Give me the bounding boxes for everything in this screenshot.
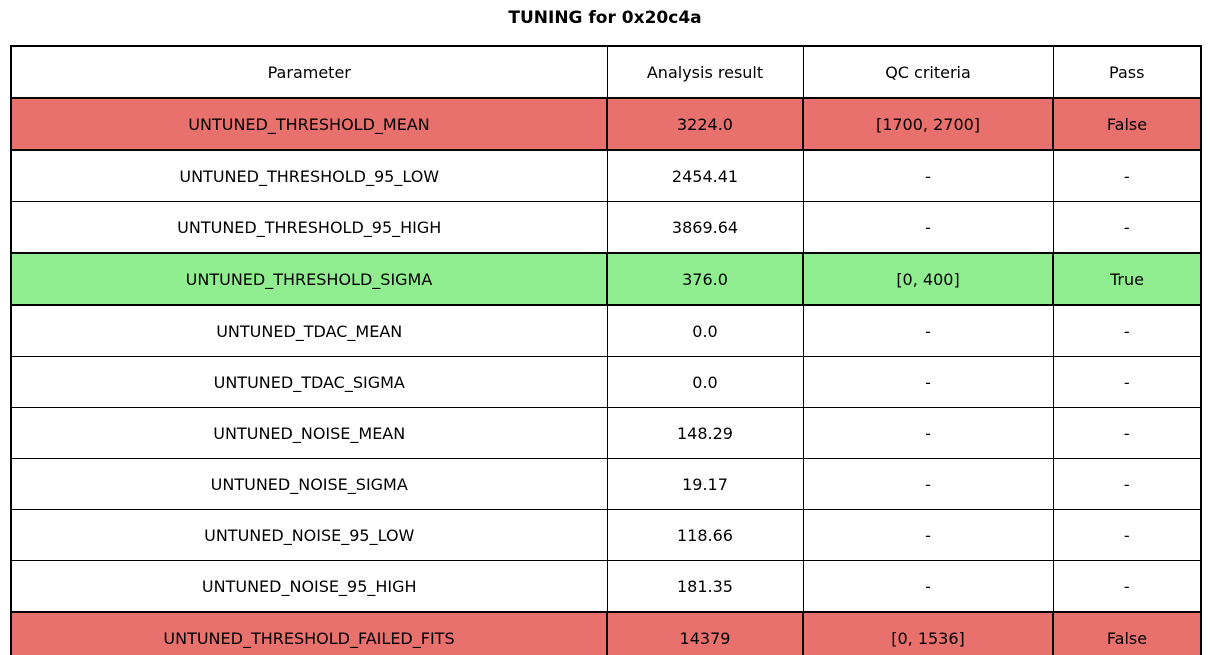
column-header-pass: Pass	[1052, 45, 1202, 99]
cell-qc-criteria: -	[802, 356, 1054, 408]
cell-parameter: UNTUNED_NOISE_95_LOW	[10, 509, 608, 561]
cell-pass: -	[1052, 304, 1202, 357]
cell-qc-criteria: [0, 1536]	[802, 611, 1054, 655]
cell-pass: -	[1052, 509, 1202, 561]
cell-analysis-result: 3224.0	[606, 97, 804, 151]
cell-analysis-result: 19.17	[606, 458, 804, 510]
qc-table-head: Parameter Analysis result QC criteria Pass	[10, 45, 1202, 99]
cell-qc-criteria: -	[802, 407, 1054, 459]
table-row: UNTUNED_TDAC_SIGMA 0.0- -	[10, 356, 1202, 408]
table-row: UNTUNED_NOISE_MEAN 148.29- -	[10, 407, 1202, 459]
cell-parameter: UNTUNED_THRESHOLD_SIGMA	[10, 252, 608, 306]
cell-analysis-result: 376.0	[606, 252, 804, 306]
cell-analysis-result: 148.29	[606, 407, 804, 459]
cell-qc-criteria: -	[802, 304, 1054, 357]
table-row: UNTUNED_THRESHOLD_95_LOW 2454.41- -	[10, 149, 1202, 202]
table-row: UNTUNED_NOISE_95_HIGH 181.35- -	[10, 560, 1202, 613]
cell-qc-criteria: -	[802, 560, 1054, 613]
column-header-qc-criteria: QC criteria	[802, 45, 1054, 99]
cell-pass: -	[1052, 201, 1202, 254]
header-row: Parameter Analysis result QC criteria Pass	[10, 45, 1202, 99]
cell-parameter: UNTUNED_TDAC_MEAN	[10, 304, 608, 357]
cell-parameter: UNTUNED_THRESHOLD_MEAN	[10, 97, 608, 151]
cell-parameter: UNTUNED_THRESHOLD_95_HIGH	[10, 201, 608, 254]
page-title: TUNING for 0x20c4a	[508, 8, 702, 28]
cell-parameter: UNTUNED_NOISE_SIGMA	[10, 458, 608, 510]
qc-table: Parameter Analysis result QC criteria Pass …	[10, 45, 1202, 655]
cell-analysis-result: 2454.41	[606, 149, 804, 202]
column-header-parameter: Parameter	[10, 45, 608, 99]
cell-pass: -	[1052, 356, 1202, 408]
table-row: UNTUNED_THRESHOLD_MEAN 3224.0 [1700, 2700]…	[10, 97, 1202, 151]
cell-parameter: UNTUNED_TDAC_SIGMA	[10, 356, 608, 408]
cell-analysis-result: 3869.64	[606, 201, 804, 254]
cell-parameter: UNTUNED_NOISE_MEAN	[10, 407, 608, 459]
cell-parameter: UNTUNED_NOISE_95_HIGH	[10, 560, 608, 613]
cell-analysis-result: 0.0	[606, 356, 804, 408]
cell-qc-criteria: -	[802, 509, 1054, 561]
table-row: UNTUNED_TDAC_MEAN 0.0- -	[10, 304, 1202, 357]
cell-qc-criteria: -	[802, 458, 1054, 510]
table-row: UNTUNED_NOISE_95_LOW 118.66- -	[10, 509, 1202, 561]
cell-analysis-result: 181.35	[606, 560, 804, 613]
cell-pass: -	[1052, 407, 1202, 459]
cell-pass: -	[1052, 458, 1202, 510]
cell-analysis-result: 118.66	[606, 509, 804, 561]
cell-qc-criteria: [1700, 2700]	[802, 97, 1054, 151]
cell-pass: -	[1052, 149, 1202, 202]
cell-pass: True	[1052, 252, 1202, 306]
cell-parameter: UNTUNED_THRESHOLD_FAILED_FITS	[10, 611, 608, 655]
cell-pass: False	[1052, 97, 1202, 151]
cell-pass: -	[1052, 560, 1202, 613]
cell-pass: False	[1052, 611, 1202, 655]
cell-parameter: UNTUNED_THRESHOLD_95_LOW	[10, 149, 608, 202]
cell-analysis-result: 0.0	[606, 304, 804, 357]
cell-qc-criteria: [0, 400]	[802, 252, 1054, 306]
table-row: UNTUNED_THRESHOLD_SIGMA 376.0 [0, 400] True	[10, 252, 1202, 306]
cell-qc-criteria: -	[802, 149, 1054, 202]
table-row: UNTUNED_THRESHOLD_FAILED_FITS 14379 [0, 15…	[10, 611, 1202, 655]
table-row: UNTUNED_THRESHOLD_95_HIGH 3869.64- -	[10, 201, 1202, 254]
cell-analysis-result: 14379	[606, 611, 804, 655]
cell-qc-criteria: -	[802, 201, 1054, 254]
qc-table-body: UNTUNED_THRESHOLD_MEAN 3224.0 [1700, 2700]…	[10, 97, 1202, 655]
column-header-analysis-result: Analysis result	[606, 45, 804, 99]
table-row: UNTUNED_NOISE_SIGMA 19.17- -	[10, 458, 1202, 510]
